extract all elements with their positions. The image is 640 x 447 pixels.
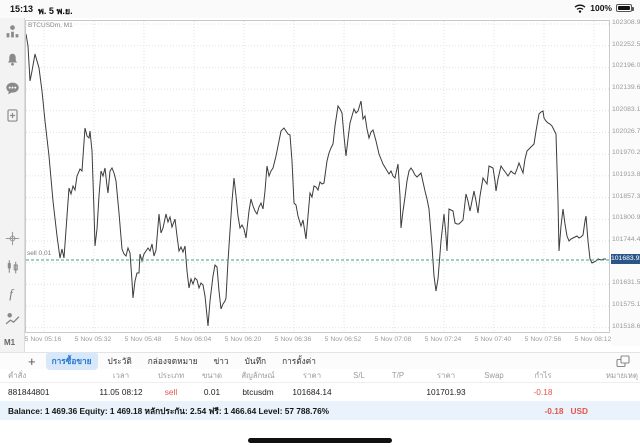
tab-item[interactable]: ประวัติ (107, 356, 132, 366)
x-axis-label: 5 Nov 07:56 (524, 336, 562, 343)
sidebar: f M1 (0, 18, 25, 352)
battery-percentage: 100% (590, 3, 612, 13)
header-cell: ขนาด (201, 370, 223, 380)
x-axis-label: 5 Nov 06:04 (174, 336, 212, 343)
status-right-cluster: 100% (574, 3, 634, 13)
header-cell: สัญลักษณ์ (241, 370, 275, 380)
header-cell: คำสั่ง (8, 370, 27, 380)
header-cell: Swap (484, 371, 504, 380)
status-date: พ. 5 พ.ย. (38, 6, 73, 16)
y-axis-label: 101857.35 (612, 192, 640, 200)
alerts-bell-icon[interactable] (5, 52, 20, 67)
order-row[interactable]: 881844801 11.05 08:12 sell 0.01 btcusdm 10168… (0, 383, 640, 401)
y-axis-label: 102308.95 (612, 19, 640, 26)
account-icon[interactable] (5, 24, 20, 39)
summary-profit-currency: USD (570, 405, 588, 416)
y-axis-label: 101631.55 (612, 279, 640, 287)
tab-item[interactable]: กล่องจดหมาย (147, 356, 198, 366)
account-summary-row: Balance: 1 469.36 Equity: 1 469.18 หลักป… (0, 401, 640, 420)
x-axis-label: 5 Nov 06:36 (274, 336, 312, 343)
x-axis-label: 5 Nov 07:40 (474, 336, 512, 343)
wifi-icon (574, 4, 586, 13)
x-axis-label: 5 Nov 05:48 (124, 336, 162, 343)
y-axis-label: 101518.65 (612, 322, 640, 330)
y-axis-label: 102252.50 (612, 40, 640, 48)
y-axis-label: 101800.90 (612, 214, 640, 222)
battery-icon (616, 4, 634, 12)
x-axis-label: 5 Nov 05:32 (74, 336, 112, 343)
header-cell: ประเภท (157, 370, 185, 380)
header-cell: ราคา (302, 370, 322, 380)
chart-canvas (26, 21, 609, 332)
y-axis-label: 101575.10 (612, 301, 640, 309)
y-axis-label: 102083.15 (612, 105, 640, 113)
tab-item[interactable]: บันทึก (244, 356, 267, 366)
objects-candles-icon[interactable] (5, 259, 20, 274)
x-axis-label: 5 Nov 06:52 (324, 336, 362, 343)
price-chart[interactable] (25, 20, 610, 333)
current-price-badge: 101683.93 (611, 254, 640, 264)
order-cell: 11.05 08:12 (99, 387, 143, 397)
x-axis-label: 5 Nov 08:12 (574, 336, 612, 343)
summary-profit-value: -0.18 (544, 405, 564, 416)
y-axis: 102308.95 102252.50 102196.05 102139.60 1020… (611, 19, 640, 346)
account-summary-text: Balance: 1 469.36 Equity: 1 469.18 หลักป… (8, 405, 330, 416)
tab-item[interactable]: การตั้งค่า (282, 356, 316, 366)
header-cell: กำไร (534, 370, 552, 380)
x-axis-label: 5 Nov 07:24 (424, 336, 462, 343)
order-cell: 101684.14 (292, 387, 332, 397)
y-axis-label: 101913.80 (612, 170, 640, 178)
summary-profit: -0.18 USD (545, 406, 588, 416)
x-axis-label: 5 Nov 06:20 (224, 336, 262, 343)
header-cell: เวลา (112, 370, 130, 380)
y-axis-label: 102026.70 (612, 127, 640, 135)
indicators-f-icon[interactable]: f (5, 286, 20, 301)
order-cell: sell (164, 387, 178, 397)
status-bar: 15:13 พ. 5 พ.ย. 100% (0, 0, 640, 18)
chart-symbol-label: BTCUSDm, M1 (28, 22, 73, 29)
y-axis-label: 102139.60 (612, 84, 640, 92)
chat-icon[interactable] (5, 81, 20, 96)
home-indicator[interactable] (248, 438, 392, 443)
order-cell: 0.01 (203, 387, 221, 397)
windows-layout-icon[interactable] (616, 354, 630, 368)
status-time: 15:13 (10, 4, 34, 14)
tab-list: การซื้อขาย ประวัติ กล่องจดหมาย ข่าว บันทึก กา… (45, 352, 322, 370)
order-cell: 101701.93 (426, 387, 466, 397)
add-button[interactable]: + (28, 353, 36, 369)
x-axis: 5 Nov 05:16 5 Nov 05:32 5 Nov 05:48 5 Nov 0… (25, 336, 612, 348)
tab-item[interactable]: ข่าว (213, 356, 229, 366)
order-cell: 881844801 (8, 387, 50, 397)
svg-text:f: f (9, 287, 15, 301)
sell-position-label: sell 0.01 (27, 250, 52, 257)
order-cell: btcusdm (242, 387, 274, 397)
crosshair-icon[interactable] (5, 231, 20, 246)
tab-selected[interactable]: การซื้อขาย (45, 352, 98, 370)
bottom-tab-bar: + การซื้อขาย ประวัติ กล่องจดหมาย ข่าว บันทึก… (0, 352, 640, 370)
y-axis-label: 101970.25 (612, 149, 640, 157)
order-cell: -0.18 (533, 387, 553, 397)
x-axis-label: 5 Nov 07:08 (374, 336, 412, 343)
timeframe-m1-button[interactable]: M1 (4, 338, 16, 347)
header-cell: S/L (353, 371, 365, 380)
y-axis-label: 102196.05 (612, 62, 640, 70)
orders-table-header: คำสั่ง เวลา ประเภท ขนาด สัญลักษณ์ ราคา S/L T/P ร… (0, 369, 640, 383)
price-line (26, 33, 606, 327)
header-cell: ราคา (436, 370, 456, 380)
header-cell: หมายเหตุ (605, 370, 638, 380)
x-axis-label: 5 Nov 05:16 (24, 336, 62, 343)
new-order-icon[interactable] (5, 108, 20, 123)
trade-panel-icon[interactable] (5, 311, 20, 326)
y-axis-label: 101744.45 (612, 236, 640, 243)
header-cell: T/P (391, 371, 405, 380)
